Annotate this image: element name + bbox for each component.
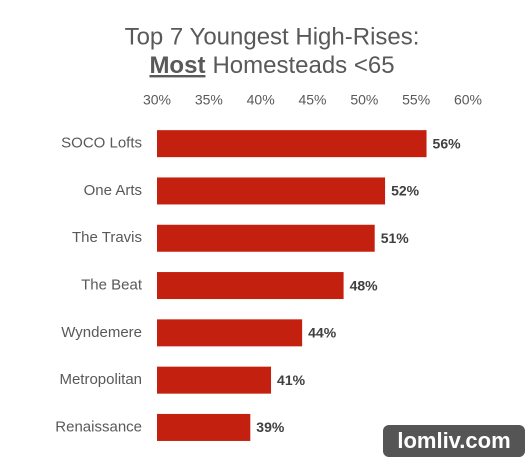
y-tick-label: One Arts bbox=[84, 182, 142, 199]
value-label: 39% bbox=[256, 419, 285, 435]
x-tick-label: 45% bbox=[298, 92, 326, 108]
chart-title: Top 7 Youngest High-Rises: bbox=[125, 23, 420, 50]
bar bbox=[157, 224, 375, 252]
y-tick-label: The Beat bbox=[81, 277, 143, 294]
x-tick-label: 30% bbox=[143, 92, 171, 108]
bar bbox=[157, 413, 251, 441]
x-tick-label: 60% bbox=[454, 92, 482, 108]
title-rest: Homesteads <65 bbox=[212, 52, 394, 79]
value-label: 51% bbox=[381, 230, 410, 246]
value-label: 52% bbox=[391, 183, 420, 199]
chart-title: Most Homesteads <65 bbox=[149, 52, 394, 79]
value-label: 56% bbox=[433, 135, 462, 151]
x-tick-label: 35% bbox=[195, 92, 223, 108]
value-label: 44% bbox=[308, 325, 337, 341]
bar bbox=[157, 177, 386, 205]
value-label: 48% bbox=[350, 277, 379, 293]
watermark: lomliv.com bbox=[397, 428, 510, 453]
x-tick-label: 50% bbox=[350, 92, 378, 108]
bar bbox=[157, 272, 344, 300]
bar bbox=[157, 366, 272, 394]
y-tick-label: Metropolitan bbox=[59, 371, 142, 388]
watermark-box bbox=[383, 425, 525, 457]
y-tick-label: SOCO Lofts bbox=[61, 135, 142, 152]
y-tick-label: Wyndemere bbox=[61, 324, 142, 341]
value-label: 41% bbox=[277, 372, 306, 388]
y-tick-label: Renaissance bbox=[55, 418, 142, 435]
x-tick-label: 55% bbox=[402, 92, 430, 108]
bar bbox=[157, 130, 427, 158]
bar bbox=[157, 319, 303, 347]
y-tick-label: The Travis bbox=[72, 229, 142, 246]
x-tick-label: 40% bbox=[247, 92, 275, 108]
title-emphasis: Most bbox=[149, 52, 205, 79]
